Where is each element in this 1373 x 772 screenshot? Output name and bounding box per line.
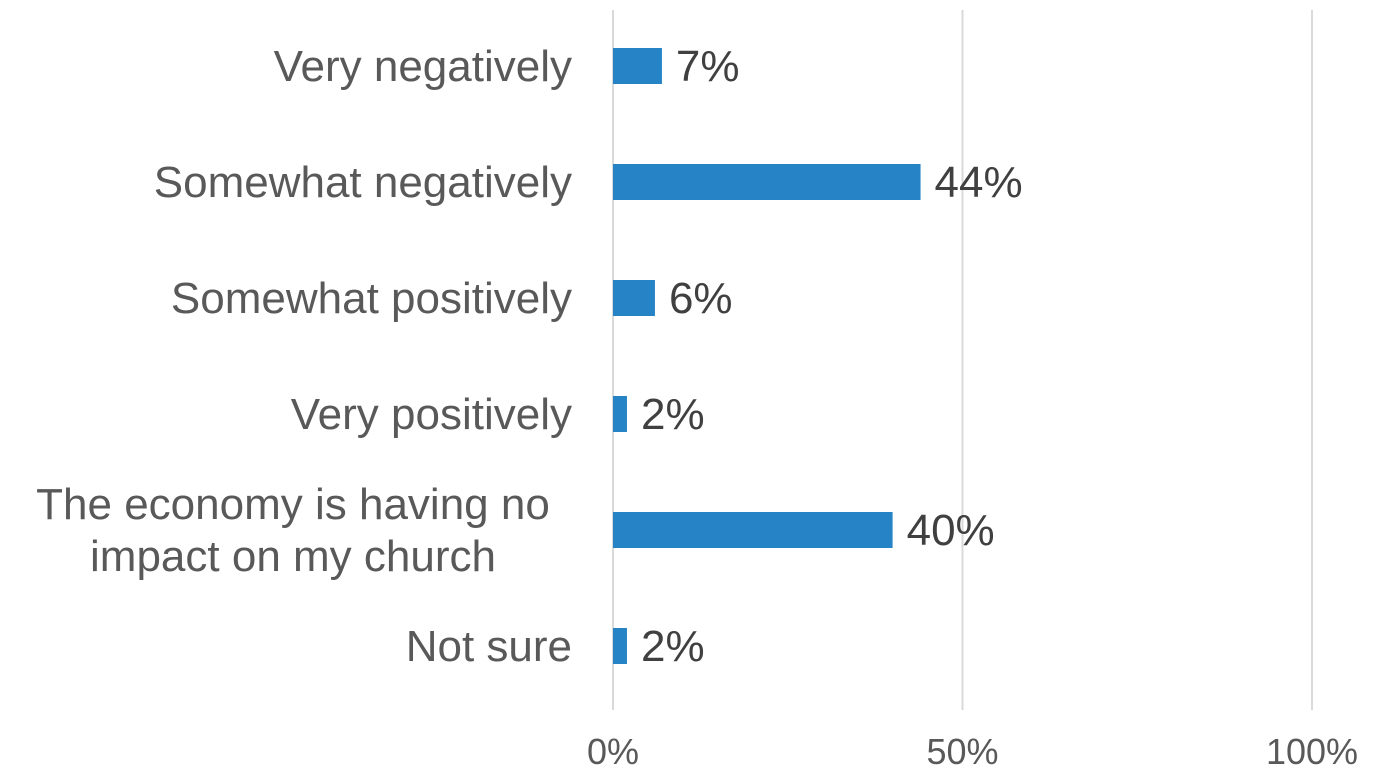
category-label: Somewhat positively — [171, 274, 572, 323]
data-label: 7% — [676, 42, 740, 91]
category-label-line: impact on my church — [90, 532, 496, 581]
data-label: 2% — [641, 390, 705, 439]
bar — [613, 512, 893, 548]
category-label: Very positively — [291, 390, 572, 439]
data-label: 6% — [669, 274, 733, 323]
data-label: 2% — [641, 622, 705, 671]
x-tick-label: 100% — [1266, 731, 1358, 772]
bar — [613, 164, 921, 200]
x-axis-tick-labels: 0% 50% 100% — [587, 731, 1358, 772]
gridlines — [612, 10, 1313, 710]
bar — [613, 280, 655, 316]
category-label: Not sure — [406, 622, 572, 671]
category-label-line: Somewhat positively — [171, 274, 572, 323]
data-label: 44% — [935, 158, 1023, 207]
category-label-line: Very positively — [291, 390, 572, 439]
bars — [613, 48, 921, 664]
category-label-line: Somewhat negatively — [154, 158, 572, 207]
category-label-line: Very negatively — [274, 42, 572, 91]
x-tick-label: 50% — [926, 731, 998, 772]
bar — [613, 628, 627, 664]
category-label: Somewhat negatively — [154, 158, 572, 207]
bar — [613, 48, 662, 84]
category-label: The economy is having no impact on my chu… — [36, 480, 550, 581]
data-label: 40% — [907, 506, 995, 555]
category-label-line: The economy is having no — [36, 480, 550, 529]
category-labels: Very negatively Somewhat negatively Somewh… — [36, 42, 572, 671]
x-tick-label: 0% — [587, 731, 639, 772]
bar — [613, 396, 627, 432]
category-label: Very negatively — [274, 42, 572, 91]
data-labels: 7% 44% 6% 2% 40% 2% — [641, 42, 1023, 671]
category-label-line: Not sure — [406, 622, 572, 671]
